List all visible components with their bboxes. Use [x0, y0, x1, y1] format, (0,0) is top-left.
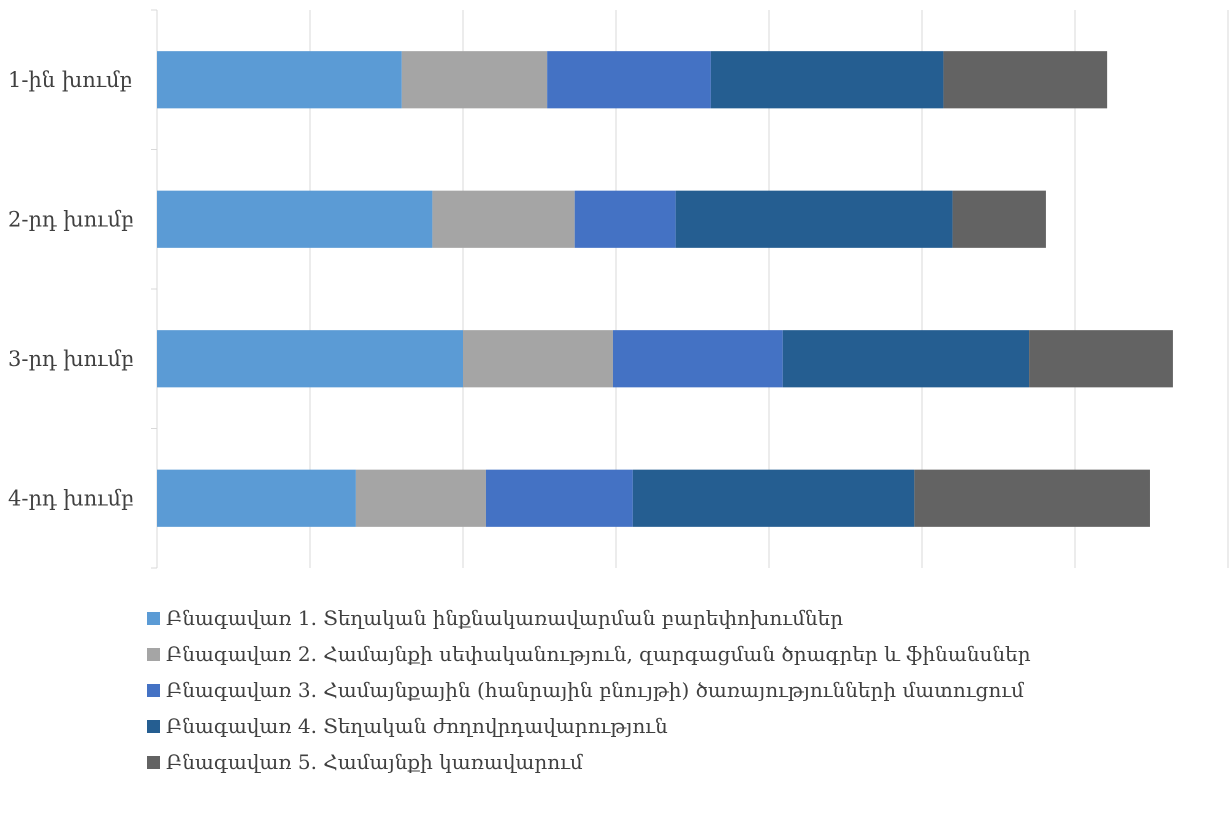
category-label-4: 4-րդ խումբ — [8, 486, 134, 510]
legend-label: Բնագավառ 4. Տեղական ժողովրդավարություն — [166, 714, 668, 738]
bar-segment-4-4 — [632, 469, 915, 527]
category-label-1: 1-ին խումբ — [8, 68, 133, 92]
stacked-bar-chart: 1-ին խումբ 2-րդ խումբ 3-րդ խումբ 4-րդ խումբ — [8, 9, 1229, 569]
bar-segment-4-5 — [914, 469, 1150, 527]
bar-segment-1-2 — [401, 51, 548, 109]
bar-segment-2-2 — [432, 190, 575, 248]
bar-segment-2-3 — [574, 190, 676, 248]
bar-segment-2-4 — [675, 190, 953, 248]
bar-segment-2-5 — [952, 190, 1046, 248]
legend-item-1: Բնագավառ 1. Տեղական ինքնակառավարման բարե… — [147, 600, 1227, 636]
bar-segment-3-1 — [157, 330, 463, 388]
legend-swatch — [147, 755, 160, 769]
legend-label: Բնագավառ 2. Համայնքի սեփականություն, զար… — [166, 642, 1031, 666]
bar-segment-3-3 — [612, 330, 783, 388]
legend-label: Բնագավառ 3. Համայնքային (հանրային բնույթ… — [166, 678, 1024, 702]
bar-segment-1-5 — [943, 51, 1108, 109]
legend-label: Բնագավառ 5. Համայնքի կառավարում — [166, 750, 583, 774]
legend-item-4: Բնագավառ 4. Տեղական ժողովրդավարություն — [147, 708, 1227, 744]
bar-segment-3-4 — [782, 330, 1030, 388]
bar-segment-1-4 — [710, 51, 944, 109]
bar-segment-4-3 — [485, 469, 633, 527]
legend-swatch — [147, 683, 160, 697]
legend-swatch — [147, 647, 160, 661]
bar-segment-4-2 — [355, 469, 486, 527]
bar-segment-4-1 — [157, 469, 356, 527]
bar-segment-1-1 — [157, 51, 402, 109]
category-labels: 1-ին խումբ 2-րդ խումբ 3-րդ խումբ 4-րդ խումբ — [8, 68, 134, 511]
legend-label: Բնագավառ 1. Տեղական ինքնակառավարման բարե… — [166, 606, 844, 630]
legend-item-2: Բնագավառ 2. Համայնքի սեփականություն, զար… — [147, 636, 1227, 672]
category-label-3: 3-րդ խումբ — [8, 347, 134, 371]
legend-swatch — [147, 611, 160, 625]
bars — [157, 51, 1173, 527]
bar-segment-3-5 — [1029, 330, 1173, 388]
bar-segment-3-2 — [463, 330, 613, 388]
category-label-2: 2-րդ խումբ — [8, 207, 134, 231]
legend: Բնագավառ 1. Տեղական ինքնակառավարման բարե… — [147, 600, 1227, 780]
bar-segment-1-3 — [547, 51, 711, 109]
legend-item-3: Բնագավառ 3. Համայնքային (հանրային բնույթ… — [147, 672, 1227, 708]
legend-swatch — [147, 719, 160, 733]
legend-item-5: Բնագավառ 5. Համայնքի կառավարում — [147, 744, 1227, 780]
bar-segment-2-1 — [157, 190, 433, 248]
